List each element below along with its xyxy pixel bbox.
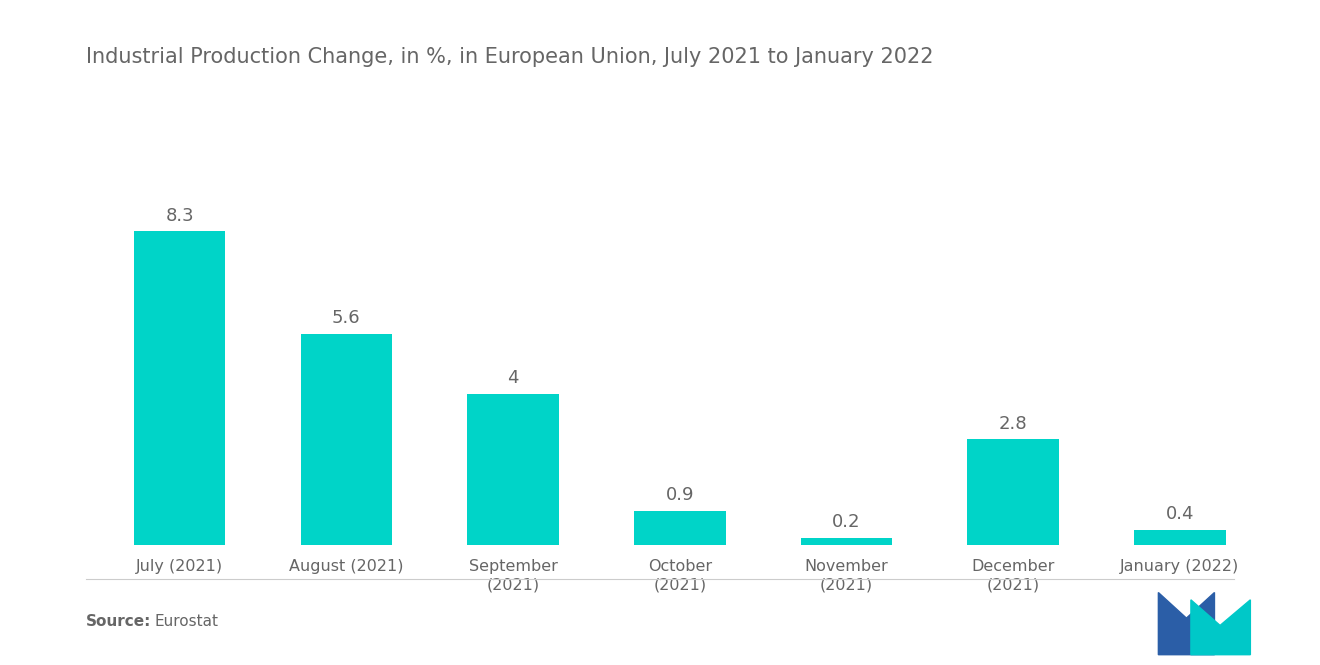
Text: 5.6: 5.6: [333, 309, 360, 327]
Bar: [968, 440, 1059, 545]
Text: 0.9: 0.9: [665, 487, 694, 505]
Text: 8.3: 8.3: [165, 207, 194, 225]
Bar: [1134, 530, 1226, 545]
Polygon shape: [1191, 600, 1250, 654]
Bar: [133, 231, 226, 545]
Text: 0.2: 0.2: [833, 513, 861, 531]
Polygon shape: [1159, 593, 1214, 654]
Text: 4: 4: [507, 369, 519, 387]
Bar: [634, 511, 726, 545]
Bar: [467, 394, 558, 545]
Bar: [801, 538, 892, 545]
Bar: [301, 334, 392, 545]
Text: 2.8: 2.8: [999, 414, 1027, 433]
Text: Eurostat: Eurostat: [154, 614, 218, 629]
Text: 0.4: 0.4: [1166, 505, 1195, 523]
Text: Industrial Production Change, in %, in European Union, July 2021 to January 2022: Industrial Production Change, in %, in E…: [86, 47, 933, 66]
Text: Source:: Source:: [86, 614, 152, 629]
